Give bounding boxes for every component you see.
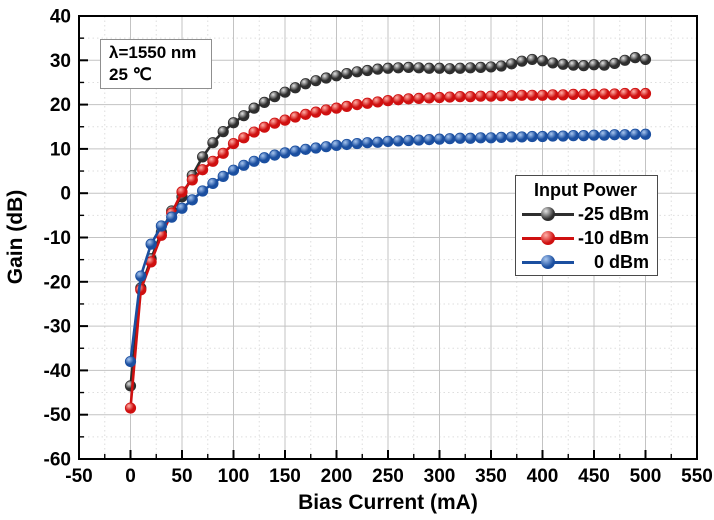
svg-text:0: 0 (125, 466, 136, 487)
legend-item-0dbm: 0 dBm (522, 250, 649, 274)
svg-text:200: 200 (321, 466, 353, 487)
svg-text:-30: -30 (44, 317, 71, 338)
svg-text:40: 40 (50, 7, 71, 28)
svg-text:500: 500 (630, 466, 662, 487)
svg-text:20: 20 (50, 95, 71, 116)
svg-text:350: 350 (475, 466, 507, 487)
axis-ticks (78, 15, 698, 460)
annotation-wavelength: λ=1550 nm (109, 43, 197, 62)
svg-text:150: 150 (269, 466, 301, 487)
tick-labels: -50 0 50 100 150 200 250 300 350 400 450 500 5504030… (44, 7, 713, 488)
legend-label: -10 dBm (577, 227, 649, 248)
legend-marker-minus10dbm-icon (522, 231, 574, 245)
legend-label: -25 dBm (577, 203, 649, 224)
svg-text:-20: -20 (44, 272, 71, 293)
legend-marker-0dbm-icon (522, 255, 574, 269)
legend-item-minus10dbm: -10 dBm (522, 226, 649, 250)
legend-label: 0 dBm (593, 251, 649, 272)
series-0-dbm (124, 128, 652, 368)
svg-text:400: 400 (527, 466, 559, 487)
annotation-box: λ=1550 nm 25 ℃ (100, 39, 212, 89)
svg-text:0: 0 (60, 184, 71, 205)
svg-text:-10: -10 (44, 228, 71, 249)
svg-text:50: 50 (171, 466, 192, 487)
x-axis-title: Bias Current (mA) (298, 491, 478, 514)
svg-text:30: 30 (50, 51, 71, 72)
y-axis-title: Gain (dB) (4, 189, 27, 285)
legend-marker-minus25dbm-icon (522, 207, 574, 221)
legend-title: Input Power (534, 180, 637, 200)
svg-text:-50: -50 (65, 466, 92, 487)
svg-text:550: 550 (681, 466, 713, 487)
svg-text:10: 10 (50, 139, 71, 160)
svg-text:450: 450 (578, 466, 610, 487)
svg-text:300: 300 (424, 466, 456, 487)
svg-text:-60: -60 (44, 450, 71, 471)
svg-text:-40: -40 (44, 361, 71, 382)
svg-text:100: 100 (218, 466, 250, 487)
legend-box: Input Power -25 dBm -10 dBm 0 dBm (515, 175, 658, 276)
series--10-dbm (124, 87, 652, 414)
legend-item-minus25dbm: -25 dBm (522, 202, 649, 226)
svg-text:250: 250 (372, 466, 404, 487)
annotation-temperature: 25 ℃ (109, 65, 152, 84)
series--25-dbm (124, 52, 652, 392)
svg-text:-50: -50 (44, 405, 71, 426)
